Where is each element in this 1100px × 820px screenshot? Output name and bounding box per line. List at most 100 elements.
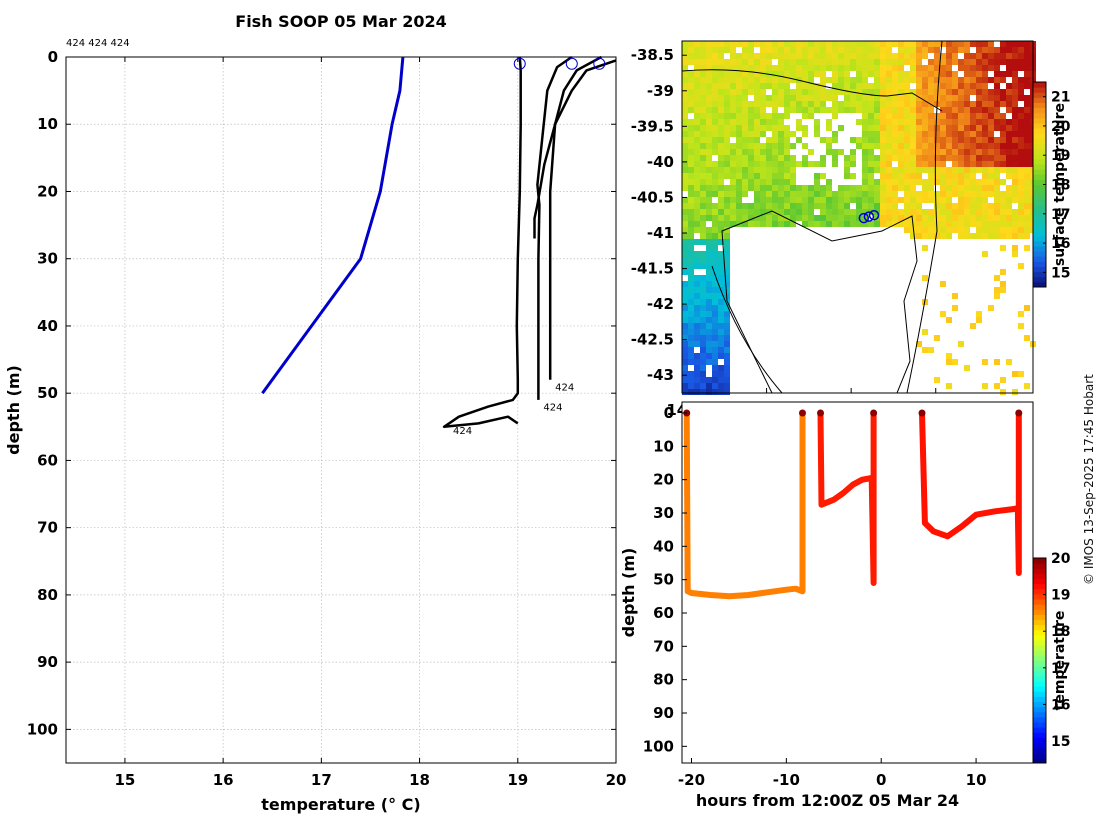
sst-cell — [862, 119, 868, 125]
sst-cell — [1006, 167, 1012, 173]
sst-cell — [718, 377, 724, 383]
sst-cell — [1012, 125, 1018, 131]
sst-cell — [910, 143, 916, 149]
sst-cell — [988, 167, 994, 173]
sst-cell — [868, 113, 874, 119]
sst-cell — [712, 353, 718, 359]
sst-cell — [934, 209, 940, 215]
sst-cell — [682, 239, 688, 245]
sst-cell — [892, 131, 898, 137]
sst-cell — [694, 53, 700, 59]
sst-cell — [724, 155, 730, 161]
sst-cell — [838, 59, 844, 65]
sst-cell — [718, 137, 724, 143]
sst-cell — [838, 215, 844, 221]
sst-cell — [886, 203, 892, 209]
sst-cell — [700, 257, 706, 263]
sst-cell — [862, 95, 868, 101]
sst-cell — [700, 167, 706, 173]
sst-cell — [886, 179, 892, 185]
sst-cell — [1018, 89, 1024, 95]
sst-cell — [964, 125, 970, 131]
sst-cell — [736, 53, 742, 59]
sst-cell — [682, 53, 688, 59]
sst-cell — [730, 155, 736, 161]
sst-cell — [820, 71, 826, 77]
sst-cell — [862, 155, 868, 161]
sst-cell — [700, 65, 706, 71]
sst-cell — [910, 53, 916, 59]
sst-cell — [712, 311, 718, 317]
sst-cell — [688, 377, 694, 383]
sst-cell — [928, 173, 934, 179]
y-tick-label: 10 — [37, 115, 58, 133]
sst-cell — [868, 155, 874, 161]
sst-cell — [772, 95, 778, 101]
sst-cell — [724, 329, 730, 335]
sst-cell — [700, 311, 706, 317]
map-y-tick-label: -41.5 — [631, 260, 674, 278]
sst-cell — [784, 47, 790, 53]
sst-cell — [988, 125, 994, 131]
sst-cell — [706, 131, 712, 137]
sst-cell — [754, 137, 760, 143]
sst-cell — [832, 149, 838, 155]
sst-cell — [712, 95, 718, 101]
sst-cell — [934, 233, 940, 239]
sst-cell — [760, 53, 766, 59]
sst-cell — [994, 215, 1000, 221]
sst-cell — [904, 53, 910, 59]
sst-cell — [796, 95, 802, 101]
sst-cell — [826, 41, 832, 47]
sst-cell — [976, 125, 982, 131]
sst-cell — [1024, 77, 1030, 83]
sst-cell — [826, 95, 832, 101]
sst-cell — [1018, 83, 1024, 89]
sst-cell — [712, 341, 718, 347]
sst-cell — [718, 341, 724, 347]
sst-cell — [892, 215, 898, 221]
surface-point — [1015, 409, 1023, 417]
sst-cell — [718, 119, 724, 125]
sst-cell — [988, 221, 994, 227]
temp-colorbar-segment — [1033, 660, 1046, 667]
sst-cell — [1024, 83, 1030, 89]
sst-cell — [928, 215, 934, 221]
sst-cell — [772, 107, 778, 113]
sst-cell — [706, 275, 712, 281]
sst-cell — [844, 71, 850, 77]
sst-cell — [952, 41, 958, 47]
sst-cell — [928, 59, 934, 65]
sst-cell — [724, 137, 730, 143]
sst-cell — [976, 197, 982, 203]
sst-cell — [814, 161, 820, 167]
sst-cell — [1024, 131, 1030, 137]
sst-cell — [706, 101, 712, 107]
sst-cell — [1012, 227, 1018, 233]
sst-cell — [964, 143, 970, 149]
y-tick-label-c: 0 — [664, 404, 674, 422]
sst-cell — [850, 149, 856, 155]
sst-cell — [724, 203, 730, 209]
sst-cell — [814, 83, 820, 89]
sst-cell — [802, 113, 808, 119]
sst-cell — [892, 101, 898, 107]
sst-cell — [1006, 89, 1012, 95]
sst-cell — [904, 137, 910, 143]
sst-cell — [874, 113, 880, 119]
sst-cell — [832, 203, 838, 209]
sst-cell — [784, 41, 790, 47]
sst-cell — [856, 191, 862, 197]
sst-cell — [736, 77, 742, 83]
sst-cell — [748, 101, 754, 107]
sst-cell — [700, 203, 706, 209]
sst-cell — [730, 203, 736, 209]
sst-cell — [760, 215, 766, 221]
sst-cell — [748, 107, 754, 113]
sst-cell — [994, 359, 1000, 365]
sst-cell — [802, 191, 808, 197]
sst-cell — [748, 119, 754, 125]
sst-cell — [934, 155, 940, 161]
sst-cell — [910, 59, 916, 65]
sst-cell — [952, 305, 958, 311]
